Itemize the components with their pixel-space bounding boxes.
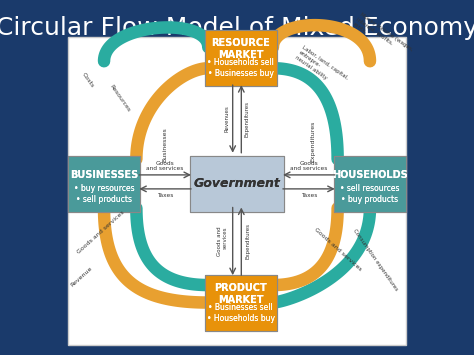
Text: Money income (wages,
interest, profits,
rents,: Money income (wages, interest, profits, …	[352, 12, 413, 62]
FancyBboxPatch shape	[205, 30, 276, 86]
Text: • Households sell
• Businesses buy: • Households sell • Businesses buy	[207, 58, 274, 78]
Text: Expenditures: Expenditures	[244, 101, 249, 137]
Text: Goods
and services: Goods and services	[290, 160, 328, 171]
Text: Government: Government	[193, 177, 281, 190]
FancyBboxPatch shape	[334, 155, 406, 212]
Text: Labor, land, capital,
entrepre-
neurial ability: Labor, land, capital, entrepre- neurial …	[294, 45, 349, 90]
Text: Circular Flow Model of Mixed Economy: Circular Flow Model of Mixed Economy	[0, 16, 474, 40]
Text: Expenditures: Expenditures	[310, 121, 315, 162]
Text: HOUSEHOLDS: HOUSEHOLDS	[332, 170, 408, 180]
FancyBboxPatch shape	[68, 155, 140, 212]
Text: Government: Government	[193, 177, 281, 190]
Text: Revenues: Revenues	[225, 105, 230, 132]
Text: Taxes: Taxes	[157, 193, 173, 198]
Text: RESOURCE
MARKET: RESOURCE MARKET	[211, 38, 270, 60]
Text: Revenue: Revenue	[70, 266, 93, 288]
FancyBboxPatch shape	[190, 155, 284, 212]
Text: Businesses: Businesses	[163, 127, 168, 162]
Text: Goods and
services: Goods and services	[217, 226, 228, 256]
Text: BUSINESSES: BUSINESSES	[70, 170, 138, 180]
Text: HOUSEHOLDS: HOUSEHOLDS	[332, 170, 408, 180]
Text: Consumption expenditures: Consumption expenditures	[352, 228, 399, 291]
Text: Costs: Costs	[81, 71, 95, 88]
Text: Expenditures: Expenditures	[246, 223, 251, 260]
Text: • sell resources
• buy products: • sell resources • buy products	[340, 184, 400, 204]
Text: • buy resources
• sell products: • buy resources • sell products	[74, 184, 134, 204]
Text: • sell resources
• buy products: • sell resources • buy products	[340, 184, 400, 204]
Text: Goods and services: Goods and services	[76, 210, 125, 255]
FancyBboxPatch shape	[334, 155, 406, 212]
Text: PRODUCT
MARKET: PRODUCT MARKET	[214, 283, 267, 305]
FancyBboxPatch shape	[68, 155, 140, 212]
Text: • Businesses sell
• Households buy: • Businesses sell • Households buy	[207, 303, 274, 323]
Text: Resources: Resources	[109, 84, 131, 113]
Text: Goods and services: Goods and services	[313, 227, 362, 272]
Text: Taxes: Taxes	[301, 193, 317, 198]
FancyBboxPatch shape	[190, 155, 284, 212]
FancyBboxPatch shape	[205, 274, 276, 331]
FancyBboxPatch shape	[68, 37, 406, 344]
Text: BUSINESSES: BUSINESSES	[70, 170, 138, 180]
FancyBboxPatch shape	[205, 30, 276, 86]
Text: RESOURCE
MARKET: RESOURCE MARKET	[211, 38, 270, 60]
Text: • buy resources
• sell products: • buy resources • sell products	[74, 184, 134, 204]
FancyBboxPatch shape	[205, 274, 276, 331]
Text: • Businesses sell
• Households buy: • Businesses sell • Households buy	[207, 303, 274, 323]
Text: Goods
and services: Goods and services	[146, 160, 184, 171]
Text: • Households sell
• Businesses buy: • Households sell • Businesses buy	[207, 58, 274, 78]
Text: PRODUCT
MARKET: PRODUCT MARKET	[214, 283, 267, 305]
